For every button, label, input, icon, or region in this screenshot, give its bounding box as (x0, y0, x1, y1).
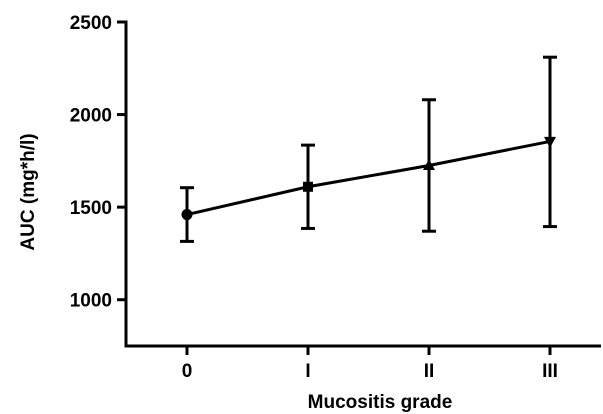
y-axis-title: AUC (mg*h/l) (18, 133, 39, 250)
y-tick-label: 2500 (70, 13, 112, 34)
data-markers (181, 136, 556, 221)
x-ticks: 0 I II III (182, 346, 558, 382)
plot-area (180, 55, 557, 243)
x-axis: 0 I II III (124, 344, 601, 382)
error-bars (180, 55, 557, 243)
y-tick-label: 2000 (70, 106, 112, 127)
x-tick-label: III (542, 361, 558, 382)
data-point (423, 158, 435, 170)
data-point (303, 181, 313, 192)
data-point (544, 136, 556, 148)
x-tick-label: 0 (182, 361, 193, 382)
y-axis: 1000 1500 2000 2500 (70, 13, 128, 348)
y-ticks: 1000 1500 2000 2500 (70, 13, 126, 312)
series-line (186, 139, 551, 217)
x-tick-label: II (424, 361, 435, 382)
y-tick-label: 1500 (70, 198, 112, 219)
y-tick-label: 1000 (70, 291, 112, 312)
x-axis-title: Mucositis grade (308, 392, 453, 413)
data-point (181, 209, 193, 221)
x-tick-label: I (305, 361, 310, 382)
